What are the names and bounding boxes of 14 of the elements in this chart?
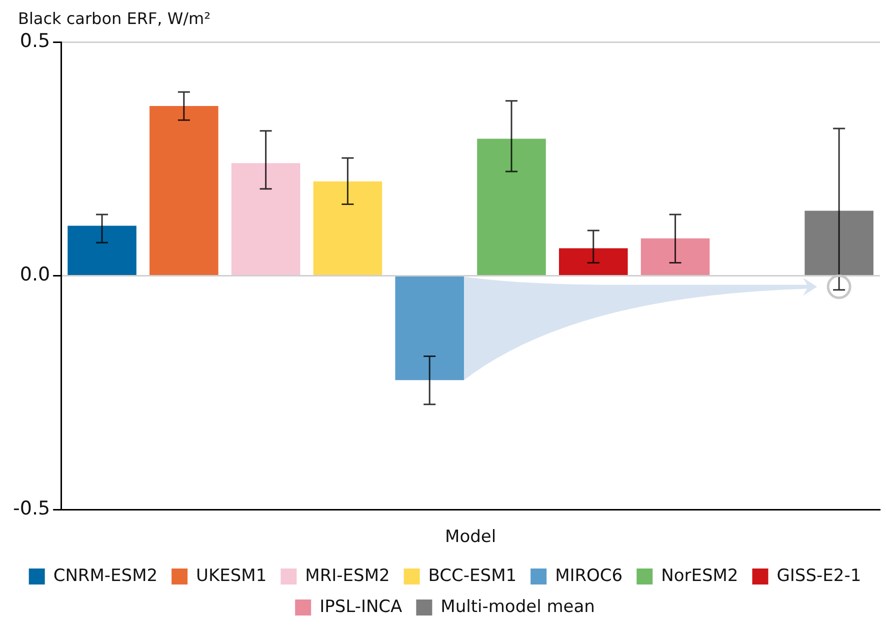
legend-label: GISS-E2-1 [776,566,862,586]
y-axis-title: Black carbon ERF, W/m² [18,9,211,28]
legend-label: MRI-ESM2 [305,566,390,586]
y-tick-label: 0.5 [20,30,50,52]
x-axis-title: Model [445,527,496,548]
legend-label: MIROC6 [555,566,623,586]
legend-label: Multi-model mean [440,596,595,617]
y-tick-label: 0.0 [20,264,50,286]
legend-label: CNRM-ESM2 [53,566,158,586]
legend-label: NorESM2 [661,566,738,586]
y-tick-label: -0.5 [12,498,50,520]
legend-label: BCC-ESM1 [428,566,517,586]
legend-label: UKESM1 [196,566,267,586]
legend-label: IPSL-INCA [320,596,403,617]
